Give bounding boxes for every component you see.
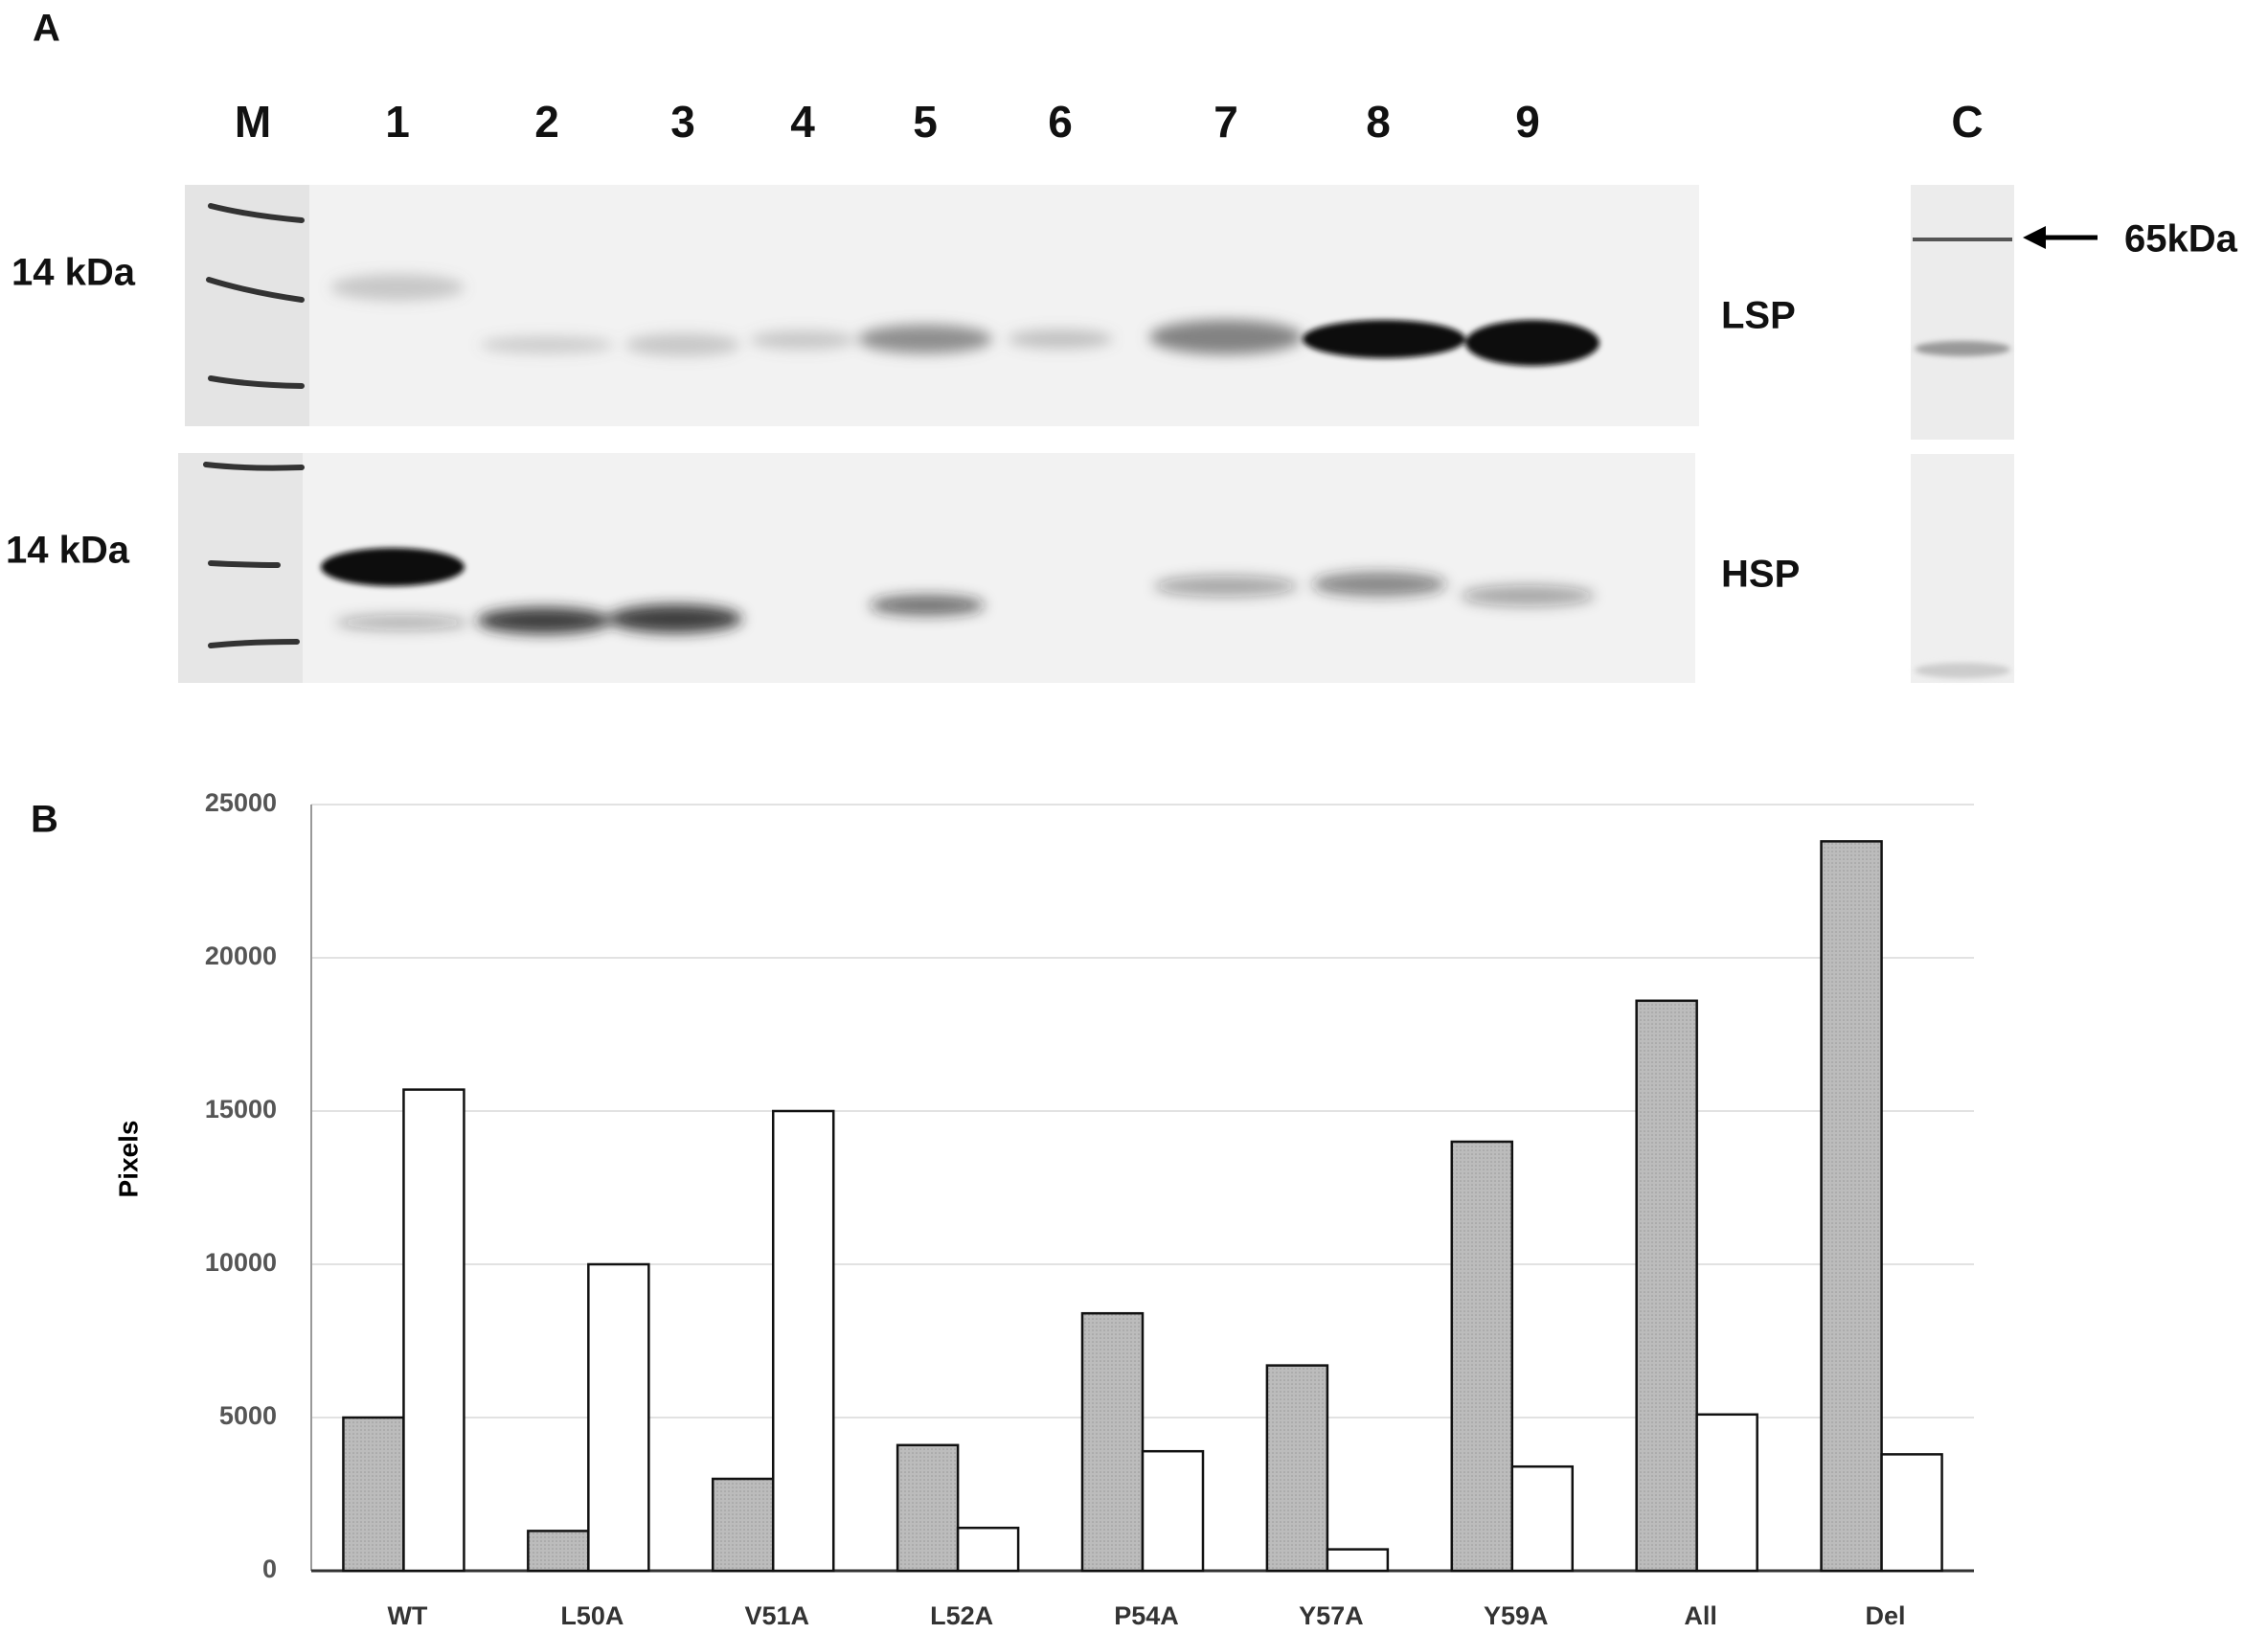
lane-label: 7 <box>1213 97 1238 147</box>
y-tick-label: 15000 <box>205 1095 277 1123</box>
x-tick-label: Y57A <box>1299 1601 1364 1630</box>
bar <box>342 1416 405 1573</box>
lane-label: 3 <box>670 97 695 147</box>
bar <box>587 1262 650 1573</box>
lane-label: M <box>235 97 271 147</box>
control-label: 65kDa <box>2124 218 2238 261</box>
lane-label: 4 <box>790 97 815 147</box>
y-tick-label: 10000 <box>205 1248 277 1277</box>
y-tick-label: 25000 <box>205 788 277 817</box>
blot-label: HSP <box>1721 554 1800 596</box>
x-tick-label: WT <box>387 1601 427 1630</box>
marker-label: 14 kDa <box>11 252 136 294</box>
x-tick-label: P54A <box>1114 1601 1179 1630</box>
lane-label: 8 <box>1366 97 1391 147</box>
bar <box>1265 1364 1329 1573</box>
lane-label: C <box>1951 97 1983 147</box>
bar <box>711 1477 775 1573</box>
bar <box>1080 1311 1145 1573</box>
x-tick-label: L52A <box>930 1601 993 1630</box>
lane-label: 2 <box>534 97 559 147</box>
y-tick-label: 0 <box>262 1555 277 1583</box>
bar <box>1141 1449 1205 1573</box>
x-tick-label: Del <box>1866 1601 1906 1630</box>
lane-label: 6 <box>1048 97 1073 147</box>
lsp-blot <box>185 185 1699 426</box>
blot-label: LSP <box>1721 295 1796 337</box>
x-tick-label: V51A <box>744 1601 809 1630</box>
bar <box>402 1088 465 1573</box>
control-blot <box>1911 185 2014 683</box>
panel-label: B <box>31 799 58 841</box>
bar <box>1695 1413 1758 1573</box>
lane-label: 5 <box>913 97 938 147</box>
panel-label: A <box>33 8 60 50</box>
bar <box>1510 1464 1575 1573</box>
hsp-blot <box>178 453 1695 683</box>
y-tick-label: 20000 <box>205 942 277 970</box>
bar <box>956 1526 1020 1573</box>
bar <box>527 1530 590 1573</box>
x-tick-label: Y59A <box>1484 1601 1549 1630</box>
bar <box>896 1443 960 1573</box>
x-tick-label: All <box>1684 1601 1717 1630</box>
y-tick-label: 5000 <box>219 1401 277 1430</box>
marker-label: 14 kDa <box>6 530 130 572</box>
bar <box>1880 1453 1943 1573</box>
bar <box>1820 840 1883 1573</box>
x-tick-label: L50A <box>560 1601 624 1630</box>
bar <box>771 1109 835 1573</box>
y-axis-label: Pixels <box>113 1121 143 1198</box>
arrow <box>2023 226 2098 249</box>
bar <box>1450 1140 1514 1573</box>
bar <box>1326 1548 1390 1573</box>
plot: 0 5000 10000 15000 20000 25000 WT L50A V51A L52A P… <box>205 788 1974 1630</box>
lane-label: 9 <box>1515 97 1540 147</box>
lane-labels: M 1 2 3 4 5 6 7 8 9 C <box>235 97 1984 147</box>
lane-label: 1 <box>385 97 410 147</box>
bar <box>1635 999 1698 1573</box>
